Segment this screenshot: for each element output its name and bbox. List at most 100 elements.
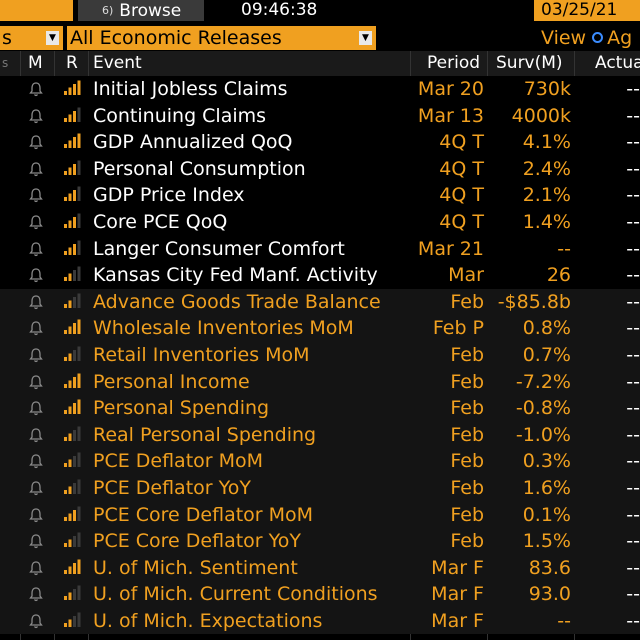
col-header-event[interactable]: Event: [93, 53, 142, 73]
signal-bar: [77, 186, 81, 202]
table-row[interactable]: Personal Income Feb -7.2% --: [0, 368, 640, 396]
signal-bar: [73, 163, 76, 175]
table-row[interactable]: Advance Goods Trade Balance Feb -$85.8b --: [0, 288, 640, 316]
releases-select[interactable]: All Economic Releases ▼: [67, 26, 376, 50]
survey-cell: 730k: [523, 78, 571, 100]
radio-icon[interactable]: [592, 32, 604, 43]
row-edge-marker: [0, 315, 10, 342]
table-row[interactable]: Wholesale Inventories MoM Feb P 0.8% --: [0, 315, 640, 342]
table-row[interactable]: Real Personal Spending Feb -1.0% --: [0, 421, 640, 449]
bell-icon[interactable]: [28, 502, 50, 529]
country-select[interactable]: s ▼: [0, 26, 63, 50]
bell-icon[interactable]: [28, 182, 50, 209]
table-row[interactable]: Langer Consumer Comfort Mar 21 -- --: [0, 235, 640, 263]
table-row[interactable]: Core PCE QoQ 4Q T 1.4% --: [0, 208, 640, 236]
signal-bar: [68, 566, 72, 574]
signal-bar: [77, 532, 81, 548]
signal-bars-icon: [62, 76, 84, 103]
table-row[interactable]: GDP Annualized QoQ 4Q T 4.1% --: [0, 129, 640, 156]
signal-bar: [77, 80, 81, 95]
signal-bar: [64, 356, 67, 361]
bell-icon[interactable]: [28, 528, 50, 555]
table-row[interactable]: PCE Core Deflator MoM Feb 0.1% --: [0, 501, 640, 529]
table-row[interactable]: Retail Inventories MoM Feb 0.7% --: [0, 341, 640, 369]
table-row[interactable]: Initial Jobless Claims Mar 20 730k --: [0, 76, 640, 103]
col-header-m[interactable]: M: [28, 53, 43, 73]
period-cell: 4Q T: [439, 210, 484, 233]
bell-icon[interactable]: [28, 236, 50, 263]
event-name: PCE Deflator MoM: [93, 450, 264, 473]
bell-icon[interactable]: [28, 555, 50, 582]
event-name: PCE Core Deflator MoM: [93, 503, 314, 526]
bell-icon[interactable]: [28, 289, 50, 316]
signal-bar: [73, 190, 76, 202]
row-edge-marker: [0, 422, 10, 449]
signal-bar: [77, 319, 81, 335]
signal-bar: [68, 513, 72, 521]
signal-bar: [73, 270, 76, 282]
signal-bar: [68, 353, 72, 361]
signal-bar: [68, 167, 72, 175]
chevron-down-icon[interactable]: ▼: [46, 31, 59, 45]
signal-bar: [77, 373, 81, 388]
command-field[interactable]: [0, 0, 73, 21]
col-header-r[interactable]: R: [66, 53, 78, 73]
filter-bar: s ▼ All Economic Releases ▼ View Ag: [0, 26, 640, 50]
event-name: GDP Annualized QoQ: [93, 131, 293, 154]
table-row[interactable]: U. of Mich. Sentiment Mar F 83.6 --: [0, 554, 640, 582]
browse-key: 6): [102, 4, 114, 17]
table-row[interactable]: Personal Spending Feb -0.8% --: [0, 395, 640, 422]
date-field[interactable]: 03/25/21: [534, 0, 640, 21]
signal-bar: [68, 273, 72, 282]
signal-bar: [64, 277, 67, 282]
table-row[interactable]: Personal Consumption 4Q T 2.4% --: [0, 155, 640, 183]
bell-icon[interactable]: [28, 315, 50, 342]
signal-bar: [77, 346, 81, 361]
event-name: Real Personal Spending: [93, 423, 317, 446]
col-header-actual[interactable]: Actual: [595, 53, 640, 73]
table-row[interactable]: PCE Core Deflator YoY Feb 1.5% --: [0, 528, 640, 555]
table-row[interactable]: PCE Deflator MoM Feb 0.3% --: [0, 448, 640, 475]
view-toggle[interactable]: View Ag: [541, 26, 632, 50]
table-row[interactable]: GDP Price Index 4Q T 2.1% --: [0, 182, 640, 209]
bell-icon[interactable]: [28, 475, 50, 502]
period-cell: Feb: [450, 423, 484, 446]
period-cell: Feb: [450, 503, 484, 526]
bell-icon[interactable]: [28, 395, 50, 422]
signal-bar: [73, 296, 76, 308]
col-header-surv[interactable]: Surv(M): [496, 53, 563, 73]
table-row[interactable]: Kansas City Fed Manf. Activity Mar 26 --: [0, 262, 640, 289]
bell-icon[interactable]: [28, 262, 50, 289]
bell-icon[interactable]: [28, 129, 50, 156]
bell-icon[interactable]: [28, 156, 50, 183]
bell-icon[interactable]: [28, 369, 50, 396]
bell-icon[interactable]: [28, 422, 50, 449]
table-row[interactable]: PCE Deflator YoY Feb 1.6% --: [0, 474, 640, 502]
signal-bar: [73, 482, 76, 494]
survey-cell: 4000k: [511, 104, 571, 127]
row-edge-marker: [0, 129, 10, 156]
row-edge-marker: [0, 528, 10, 555]
actual-cell: --: [626, 530, 640, 553]
signal-bars-icon: [62, 475, 84, 502]
bell-icon[interactable]: [28, 581, 50, 608]
table-row[interactable]: Continuing Claims Mar 13 4000k --: [0, 102, 640, 130]
bell-icon[interactable]: [28, 342, 50, 369]
browse-button[interactable]: 6) Browse: [78, 0, 204, 21]
bell-icon[interactable]: [28, 209, 50, 236]
col-header-period[interactable]: Period: [427, 53, 481, 73]
period-cell: Mar F: [431, 583, 484, 606]
survey-cell: 0.1%: [522, 503, 571, 526]
signal-bar: [77, 399, 81, 415]
chevron-down-icon[interactable]: ▼: [359, 31, 372, 45]
table-row[interactable]: U. of Mich. Current Conditions Mar F 93.0 -…: [0, 581, 640, 608]
table-row[interactable]: U. of Mich. Expectations Mar F -- --: [0, 607, 640, 635]
bell-icon[interactable]: [28, 448, 50, 475]
bell-icon[interactable]: [28, 608, 50, 635]
signal-bar: [73, 562, 76, 574]
signal-bars-icon: [62, 395, 84, 422]
bell-icon[interactable]: [28, 103, 50, 130]
actual-cell: --: [626, 476, 640, 499]
bell-icon[interactable]: [28, 76, 50, 103]
signal-bar: [64, 436, 67, 441]
